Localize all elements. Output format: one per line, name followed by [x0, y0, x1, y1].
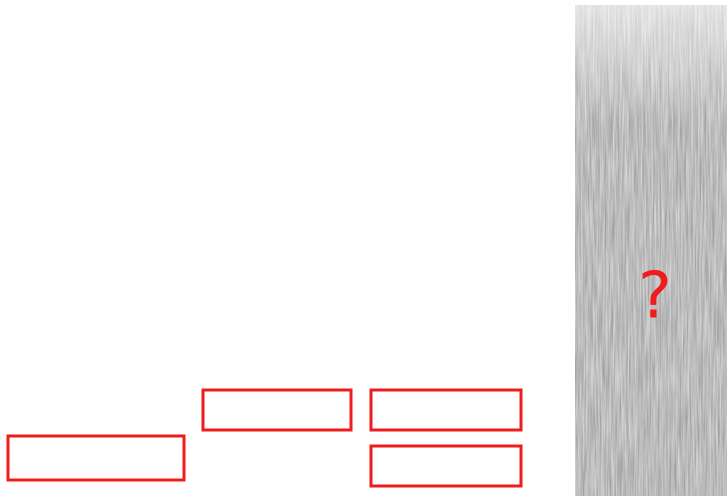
page: {"annotation": "?"} ? (() => { const dat… [0, 0, 727, 496]
question-mark: ? [638, 260, 672, 334]
noise-fade [575, 5, 727, 125]
noise-panel [575, 5, 727, 496]
spectrogram-figure: ? [0, 0, 727, 496]
harmonics [15, 76, 522, 460]
